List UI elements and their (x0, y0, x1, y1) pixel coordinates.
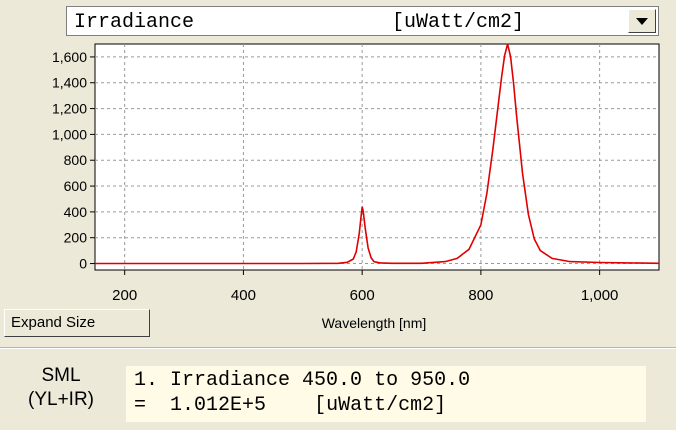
y-tick-label: 0 (79, 256, 87, 272)
sml-label: SML (41, 365, 81, 386)
x-tick-label: 800 (468, 287, 493, 304)
selector-unit: [uWatt/cm2] (392, 11, 525, 34)
divider (0, 347, 676, 349)
y-tick-label: 600 (64, 178, 88, 194)
y-tick-label: 1,000 (52, 126, 87, 142)
y-tick-label: 1,400 (52, 75, 87, 91)
sml-sublabel: (YL+IR) (28, 389, 94, 410)
grid (95, 44, 659, 270)
sml-title: SML (YL+IR) (0, 364, 122, 412)
series-line (95, 43, 660, 265)
x-axis-label: Wavelength [nm] (322, 315, 427, 331)
sml-index: 1. (134, 369, 159, 392)
x-tick-label: 200 (112, 287, 137, 304)
sml-equals: = (134, 394, 147, 417)
y-tick-label: 800 (64, 152, 88, 168)
x-tick-label: 400 (231, 287, 256, 304)
sml-unit: [uWatt/cm2] (314, 394, 447, 417)
axes: 200 400 600 800 1,000 0 200 400 600 800 1,000 1,200… (52, 49, 618, 304)
x-tick-label: 1,000 (581, 287, 619, 304)
series-group (95, 43, 660, 265)
dropdown-button[interactable] (628, 9, 656, 33)
x-tick-label: 600 (350, 287, 375, 304)
y-tick-label: 1,600 (52, 49, 87, 65)
chevron-down-icon (636, 17, 648, 25)
sml-result-box: 1. Irradiance 450.0 to 950.0 = 1.012E+5 … (126, 366, 646, 422)
expand-size-button[interactable]: Expand Size (4, 309, 150, 337)
sml-value: 1.012E+5 (170, 394, 267, 417)
sml-range-text: Irradiance 450.0 to 950.0 (170, 369, 471, 392)
y-tick-label: 1,200 (52, 101, 87, 117)
plot-area (94, 43, 660, 271)
measurement-selector[interactable]: Irradiance [uWatt/cm2] (66, 6, 659, 36)
spectrum-chart: 200 400 600 800 1,000 0 200 400 600 800 1,000 1,200… (52, 43, 660, 331)
y-tick-label: 400 (64, 204, 88, 220)
y-tick-label: 200 (64, 230, 88, 246)
selector-label: Irradiance (74, 11, 195, 34)
